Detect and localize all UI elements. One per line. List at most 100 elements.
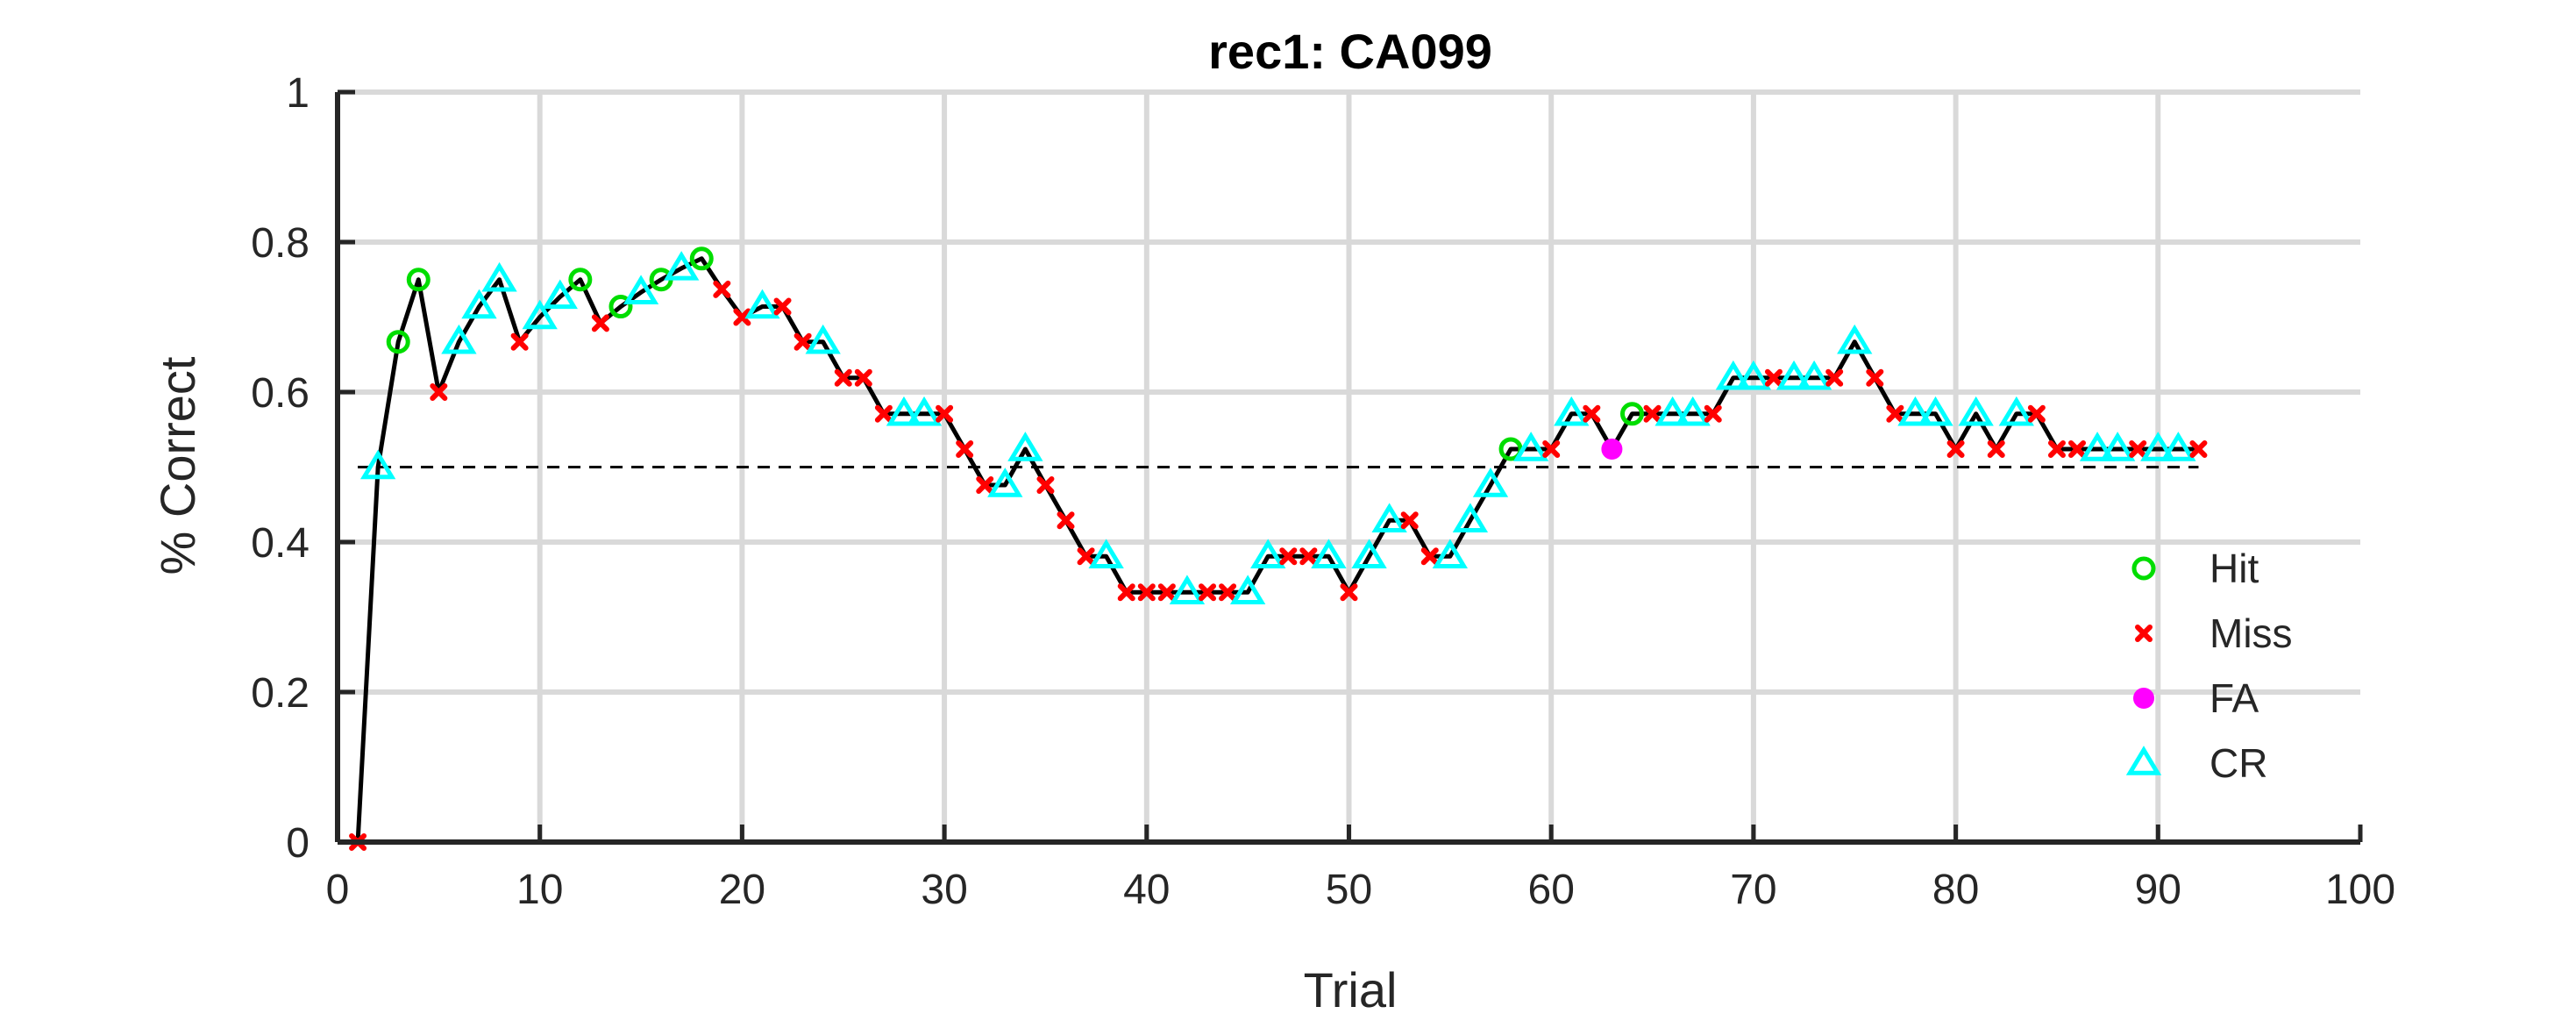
data-point-hit — [406, 268, 431, 292]
legend-item-miss: Miss — [2135, 610, 2293, 656]
data-point-cr — [461, 289, 497, 319]
data-point-fa — [1601, 438, 1623, 460]
y-tick-label: 0.2 — [251, 670, 310, 717]
data-point-cr — [1715, 360, 1751, 390]
data-point-cr — [1918, 396, 1953, 426]
data-point-cr — [1735, 360, 1772, 390]
miss-stroke — [936, 404, 954, 423]
miss-stroke — [2135, 625, 2153, 642]
grid — [338, 89, 2360, 842]
miss-stroke — [1825, 368, 1844, 387]
data-point-cr — [623, 275, 659, 305]
data-point-miss — [2129, 439, 2147, 458]
y-tick-label: 0.8 — [251, 220, 310, 267]
data-point-hit — [1619, 402, 1644, 426]
data-point-miss — [1299, 547, 1318, 566]
data-point-miss — [1825, 368, 1844, 387]
data-point-miss — [793, 332, 812, 351]
miss-stroke — [2027, 404, 2046, 423]
ticks: 0 10 20 30 40 50 60 70 80 90 100 0 0.2 0.4 0.6 0.8 1 — [251, 70, 2395, 913]
miss-stroke — [1340, 583, 1358, 602]
miss-stroke — [2129, 439, 2147, 458]
miss-stroke — [773, 297, 792, 316]
data-point-cr — [1512, 432, 1549, 461]
data-point-miss — [854, 368, 872, 387]
data-point-cr — [1452, 503, 1489, 532]
x-tick-label: 30 — [921, 867, 967, 913]
miss-stroke — [1764, 368, 1783, 387]
data-point-miss — [956, 439, 974, 458]
x-tick-label: 0 — [326, 867, 350, 913]
legend-item-fa: FA — [2133, 675, 2259, 721]
data-point-miss — [591, 314, 609, 332]
data-point-miss — [1400, 511, 1419, 530]
data-point-miss — [1036, 476, 1055, 495]
data-point-miss — [2189, 439, 2208, 458]
miss-stroke — [713, 280, 731, 298]
data-point-cr — [664, 251, 700, 281]
data-point-cr — [1554, 396, 1590, 426]
miss-stroke — [834, 368, 852, 387]
data-point-cr — [1229, 575, 1266, 605]
miss-stroke — [1279, 547, 1298, 566]
miss-stroke — [1137, 583, 1156, 602]
data-point-cr — [481, 261, 517, 292]
miss-stroke — [2068, 439, 2087, 458]
data-point-cr — [2140, 432, 2176, 461]
miss-stroke — [1036, 476, 1055, 495]
legend-label: CR — [2210, 740, 2267, 786]
x-tick-label: 20 — [719, 867, 765, 913]
miss-stroke — [591, 314, 609, 332]
data-point-miss — [874, 404, 893, 423]
x-axis-label: Trial — [1304, 962, 1398, 1017]
x-tick-label: 90 — [2135, 867, 2181, 913]
data-point-cr — [1472, 468, 1509, 497]
miss-stroke — [956, 439, 974, 458]
miss-stroke — [1866, 368, 1884, 387]
y-axis-label: % Correct — [150, 356, 205, 575]
data-point-cr — [1654, 396, 1690, 426]
data-point-cr — [1796, 360, 1832, 390]
data-point-cr — [1837, 324, 1873, 354]
miss-stroke — [1583, 404, 1601, 423]
data-point-cr — [744, 289, 780, 319]
miss-stroke — [1542, 439, 1561, 458]
miss-stroke — [1704, 404, 1722, 423]
data-point-miss — [733, 308, 751, 326]
data-point-miss — [1542, 439, 1561, 458]
miss-stroke — [1199, 583, 1217, 602]
data-point-miss — [1886, 404, 1904, 423]
data-point-cr — [987, 468, 1023, 497]
data-point-cr — [1897, 396, 1933, 426]
miss-stroke — [1077, 547, 1095, 566]
x-tick-label: 60 — [1528, 867, 1575, 913]
data-point-miss — [834, 368, 852, 387]
legend-marker-hit — [2131, 556, 2156, 581]
data-point-cr — [1088, 539, 1124, 568]
data-point-cr — [2160, 432, 2196, 461]
data-point-miss — [2047, 439, 2066, 458]
x-tick-label: 80 — [1932, 867, 1979, 913]
legend-label: Miss — [2210, 610, 2293, 656]
miss-stroke — [1299, 547, 1318, 566]
legend-marker-fa — [2133, 688, 2154, 709]
data-point-miss — [773, 297, 792, 316]
miss-stroke — [1157, 583, 1176, 602]
miss-stroke — [1057, 511, 1075, 530]
y-tick-label: 0 — [286, 820, 310, 867]
chart-title: rec1: CA099 — [1208, 24, 1492, 79]
x-tick-label: 100 — [2325, 867, 2395, 913]
data-point-miss — [1420, 547, 1439, 566]
miss-stroke — [793, 332, 812, 351]
data-point-hit — [1498, 437, 1523, 461]
data-point-hit — [386, 330, 410, 354]
data-point-cr — [441, 324, 477, 354]
data-point-miss — [2027, 404, 2046, 423]
data-point-miss — [1643, 404, 1662, 423]
markers-group — [349, 246, 2208, 851]
data-point-miss — [1866, 368, 1884, 387]
miss-stroke — [510, 332, 529, 351]
data-point-miss — [430, 383, 448, 401]
